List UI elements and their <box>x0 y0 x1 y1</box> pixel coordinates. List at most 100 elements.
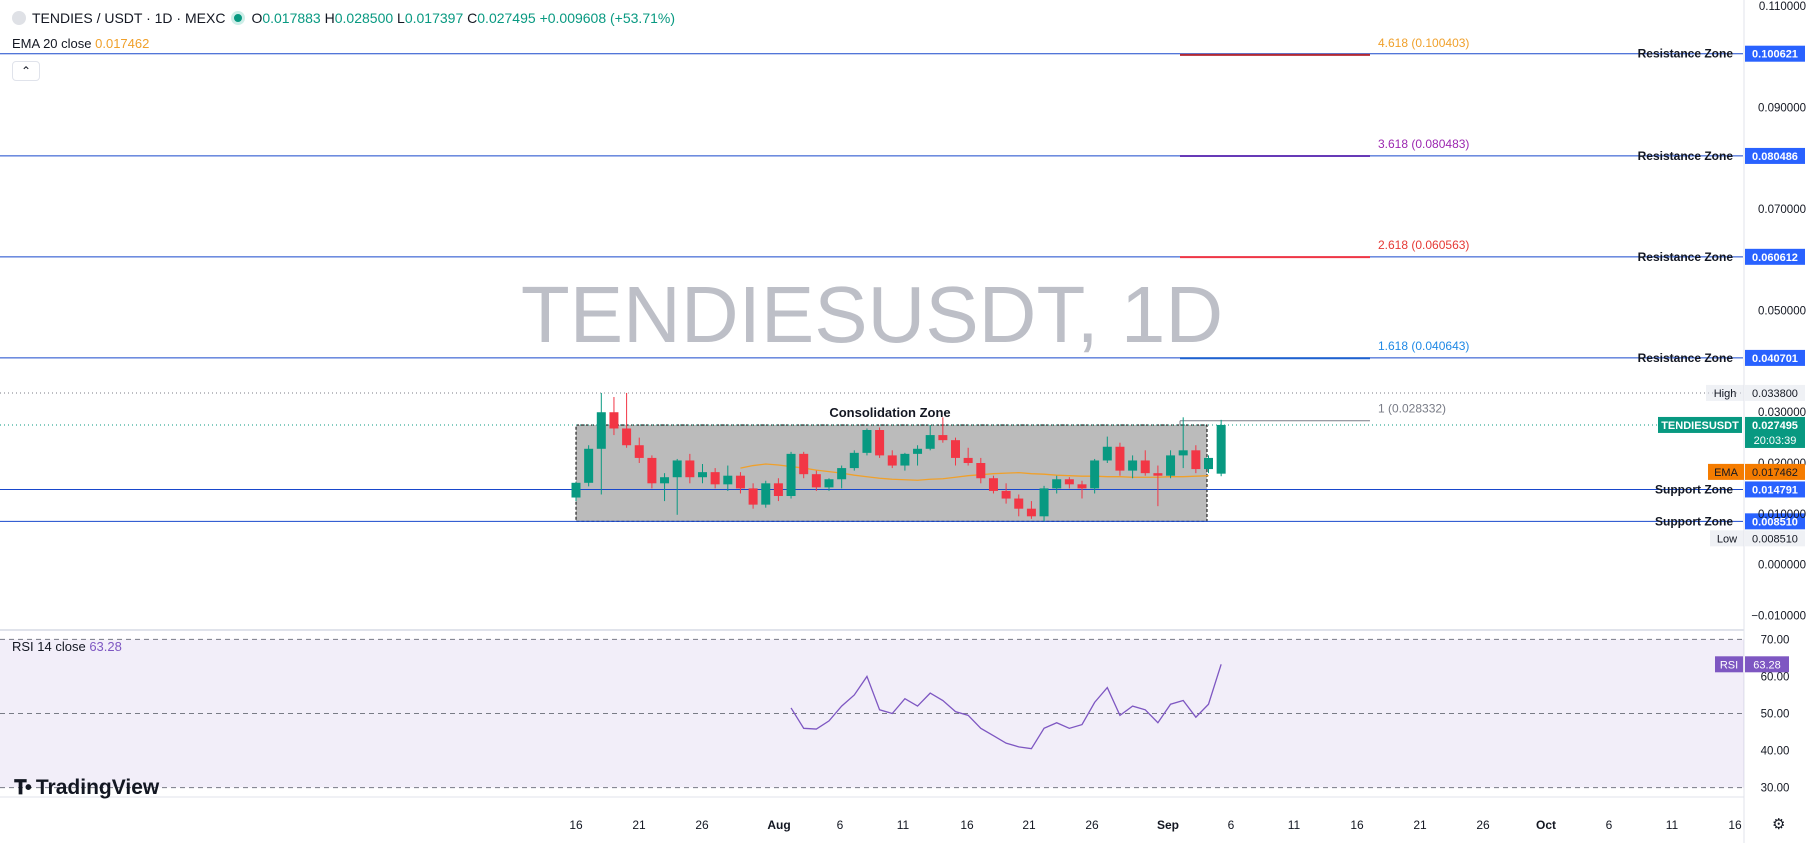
candle-body <box>1064 479 1074 485</box>
ema-legend-label: EMA 20 close <box>12 36 92 51</box>
candle-body <box>786 453 796 497</box>
tradingview-logo[interactable]: 𝐓• TradingView <box>14 776 159 800</box>
ohlc-high-value: 0.028500 <box>334 10 394 26</box>
candle-body <box>925 435 935 449</box>
rsi-tick-label: 60.00 <box>1761 671 1790 683</box>
ohlc-low-key: L <box>397 10 405 26</box>
rsi-tick-label: 70.00 <box>1761 634 1790 646</box>
symbol-header: TENDIES / USDT · 1D · MEXC O0.017883 H0.… <box>12 10 675 26</box>
candle-body <box>887 455 897 466</box>
ema-legend[interactable]: EMA 20 close 0.017462 <box>12 36 149 51</box>
candle-body <box>571 482 581 498</box>
price-change: +0.009608 (+53.71%) <box>539 10 676 26</box>
candle-body <box>685 460 695 478</box>
candle-body <box>660 477 670 484</box>
candle-body <box>1128 460 1138 471</box>
candle-body <box>938 435 948 441</box>
fib-level-label: 1.618 (0.040643) <box>1378 339 1469 353</box>
zone-label: Resistance Zone <box>1638 149 1734 163</box>
candle-body <box>1140 460 1150 474</box>
fib-level-label: 2.618 (0.060563) <box>1378 238 1469 252</box>
watermark-text: TENDIESUSDT, 1D <box>521 270 1223 359</box>
zone-price-text: 0.040701 <box>1752 353 1798 365</box>
last-price-symbol-badge <box>1658 416 1742 433</box>
time-tick-label: 6 <box>1606 818 1613 832</box>
ohlc-close-key: C <box>467 10 478 26</box>
candle-body <box>584 448 594 483</box>
candle-body <box>634 445 644 458</box>
zone-label: Support Zone <box>1655 514 1733 528</box>
high-value-text: 0.033800 <box>1752 388 1798 400</box>
rsi-tick-label: 50.00 <box>1761 709 1790 721</box>
candle-body <box>723 475 733 485</box>
candle-body <box>988 478 998 491</box>
candle-body <box>811 474 821 488</box>
zone-price-badge <box>1745 513 1805 530</box>
time-tick-label: 11 <box>897 818 910 832</box>
zone-price-text: 0.014791 <box>1752 484 1798 496</box>
low-value-badge <box>1745 530 1805 547</box>
candle-body <box>837 468 847 480</box>
time-tick-label: 26 <box>1476 818 1490 832</box>
rsi-tick-label: 30.00 <box>1761 783 1790 795</box>
time-tick-label: 21 <box>1413 818 1427 832</box>
candle-body <box>862 430 872 453</box>
time-tick-label: 6 <box>1228 818 1235 832</box>
time-tick-label: 16 <box>1350 818 1364 832</box>
ema-value-badge <box>1745 463 1805 480</box>
zone-price-text: 0.060612 <box>1752 252 1798 264</box>
fib-level-label: 3.618 (0.080483) <box>1378 137 1469 151</box>
low-badge-label: Low <box>1717 533 1737 545</box>
candle-body <box>1115 446 1125 471</box>
rsi-value-badge <box>1745 656 1789 673</box>
zone-price-badge <box>1745 481 1805 498</box>
time-tick-label: 11 <box>1666 818 1679 832</box>
time-tick-label: 21 <box>1022 818 1036 832</box>
zone-price-text: 0.100621 <box>1752 49 1798 61</box>
symbol-title[interactable]: TENDIES / USDT · 1D · MEXC <box>32 10 226 26</box>
low-value-text: 0.008510 <box>1752 533 1798 545</box>
settings-gear-icon[interactable]: ⚙ <box>1772 816 1786 833</box>
candle-body <box>963 457 973 464</box>
last-price-symbol-text: TENDIESUSDT <box>1661 420 1739 432</box>
price-tick-label: 0.010000 <box>1758 509 1806 521</box>
last-price-badge <box>1745 416 1805 448</box>
candle-body <box>900 453 910 466</box>
ohlc-close-value: 0.027495 <box>477 10 536 26</box>
candle-body <box>799 453 809 475</box>
ema-label-badge <box>1708 463 1744 480</box>
rsi-legend-label: RSI 14 close <box>12 639 86 654</box>
price-tick-label: 0.110000 <box>1759 1 1806 13</box>
collapse-legend-button[interactable]: ⌃ <box>12 61 40 81</box>
zone-price-badge <box>1745 45 1805 62</box>
price-tick-label: −0.010000 <box>1751 610 1806 622</box>
zone-price-text: 0.080486 <box>1752 151 1798 163</box>
candle-body <box>1090 460 1100 489</box>
time-tick-label: 26 <box>1085 818 1099 832</box>
candle-body <box>1166 455 1176 476</box>
time-tick-label: Oct <box>1536 818 1556 832</box>
candle-body <box>1102 446 1112 461</box>
price-tick-label: 0.070000 <box>1758 204 1806 216</box>
rsi-value-text: 63.28 <box>1753 659 1781 671</box>
rsi-legend[interactable]: RSI 14 close 63.28 <box>12 639 122 654</box>
consolidation-zone-box <box>575 424 1208 522</box>
zone-price-badge <box>1745 248 1805 265</box>
candle-body <box>596 412 606 449</box>
rsi-tick-label: 40.00 <box>1761 746 1790 758</box>
time-tick-label: 26 <box>695 818 709 832</box>
ohlc-high-key: H <box>324 10 335 26</box>
tradingview-logo-text: TradingView <box>35 776 160 799</box>
fib-level-label: 4.618 (0.100403) <box>1378 36 1469 50</box>
candle-body <box>1153 473 1163 476</box>
zone-label: Resistance Zone <box>1638 47 1734 61</box>
rsi-line <box>790 664 1222 750</box>
ohlc-open-key: O <box>251 10 263 26</box>
ohlc-open-value: 0.017883 <box>262 10 321 26</box>
candle-body <box>875 430 885 456</box>
high-badge <box>1706 384 1744 401</box>
tradingview-mark-icon: 𝐓• <box>14 776 32 799</box>
low-badge <box>1710 530 1744 547</box>
